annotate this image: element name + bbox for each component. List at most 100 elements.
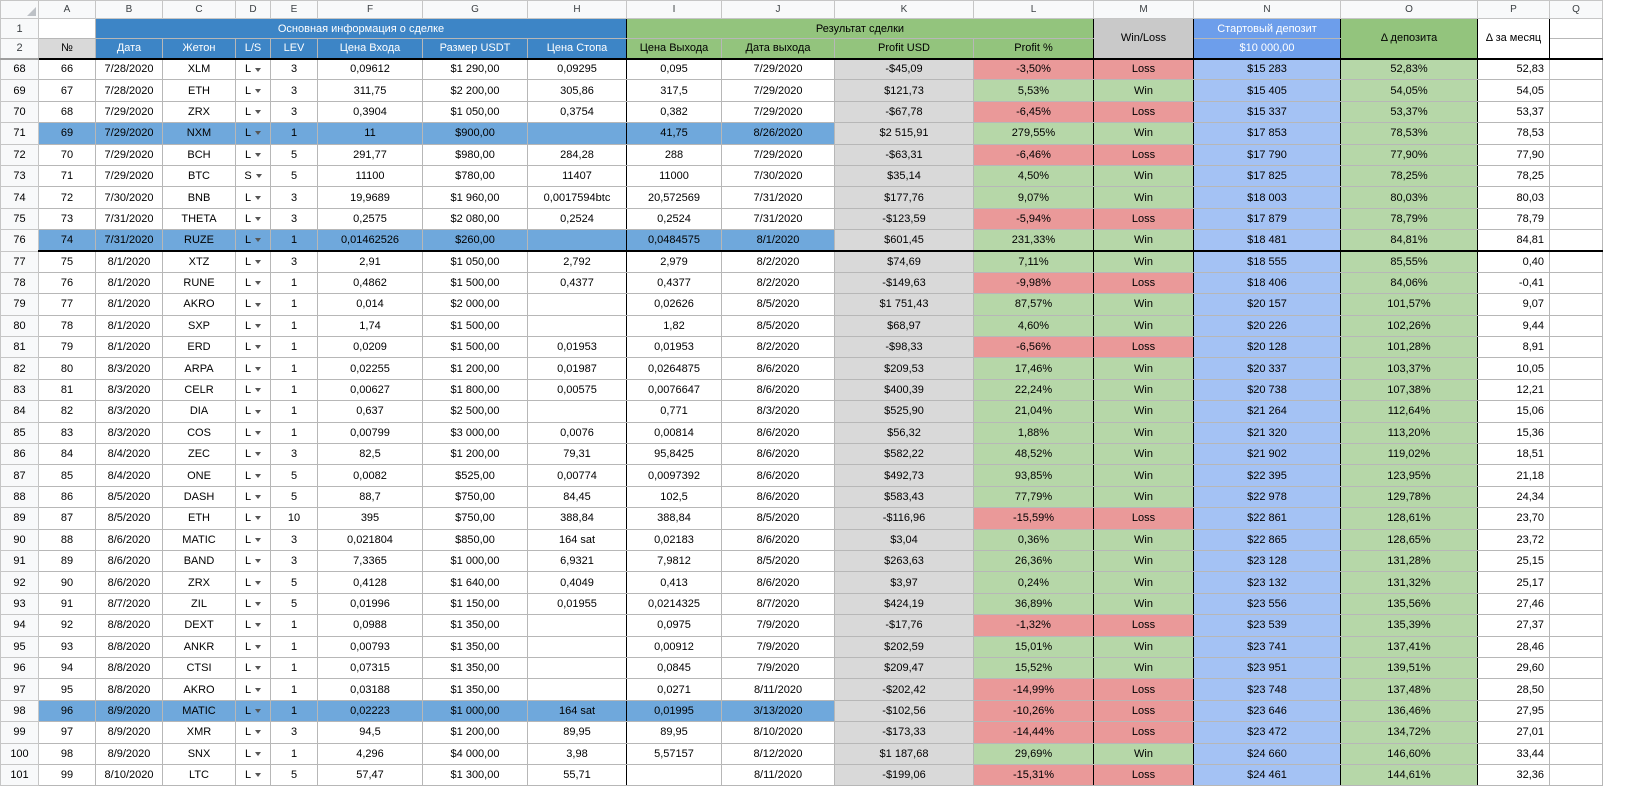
cell-empty[interactable]	[1549, 378, 1603, 402]
row-header-99[interactable]: 99	[0, 721, 39, 744]
header-leverage[interactable]: LEV	[270, 38, 318, 60]
cell-stop[interactable]	[527, 656, 627, 680]
cell-exit[interactable]: 11000	[626, 164, 722, 188]
cell-token[interactable]: ZIL	[162, 592, 236, 616]
cell-date[interactable]: 8/8/2020	[95, 656, 163, 680]
cell-lev[interactable]: 3	[270, 100, 318, 124]
cell-delta_month[interactable]: 27,46	[1477, 592, 1550, 616]
cell-date[interactable]: 8/5/2020	[95, 507, 163, 530]
cell-exit_date[interactable]: 8/5/2020	[721, 314, 835, 338]
cell-q2-empty[interactable]	[1549, 38, 1603, 60]
cell-lev[interactable]: 10	[270, 507, 318, 530]
cell-n[interactable]: 81	[38, 378, 96, 402]
row-header-95[interactable]: 95	[0, 635, 39, 658]
cell-profit_pct[interactable]: -6,56%	[973, 336, 1094, 359]
cell-delta_dep[interactable]: 135,39%	[1340, 614, 1478, 637]
cell-size[interactable]: $260,00	[422, 229, 528, 253]
cell-token[interactable]: ARPA	[162, 357, 236, 380]
dropdown-arrow-icon[interactable]	[255, 666, 262, 671]
cell-deposit[interactable]: $20 337	[1193, 357, 1341, 380]
cell-profit_usd[interactable]: $209,53	[834, 357, 974, 380]
cell-stop[interactable]	[527, 293, 627, 316]
dropdown-arrow-icon[interactable]	[255, 473, 262, 478]
cell-size[interactable]: $2 200,00	[422, 79, 528, 102]
cell-empty[interactable]	[1549, 143, 1603, 166]
cell-date[interactable]: 8/1/2020	[95, 336, 163, 359]
cell-ls[interactable]: L	[235, 742, 271, 765]
cell-delta_month[interactable]: 80,03	[1477, 186, 1550, 209]
dropdown-arrow-icon[interactable]	[255, 281, 262, 286]
cell-delta_dep[interactable]: 135,56%	[1340, 592, 1478, 616]
header-profit-usd[interactable]: Profit USD	[834, 38, 974, 60]
cell-stop[interactable]: 11407	[527, 164, 627, 188]
cell-empty[interactable]	[1549, 485, 1603, 509]
cell-empty[interactable]	[1549, 314, 1603, 338]
cell-ls[interactable]: L	[235, 314, 271, 338]
cell-empty[interactable]	[1549, 207, 1603, 231]
column-header-A[interactable]: A	[38, 0, 96, 19]
cell-profit_pct[interactable]: 7,11%	[973, 250, 1094, 273]
cell-delta_dep[interactable]: 146,60%	[1340, 742, 1478, 765]
cell-size[interactable]: $780,00	[422, 164, 528, 188]
cell-size[interactable]: $1 200,00	[422, 721, 528, 744]
cell-token[interactable]: MATIC	[162, 528, 236, 551]
cell-token[interactable]: DEXT	[162, 614, 236, 637]
dropdown-arrow-icon[interactable]	[255, 687, 262, 692]
cell-delta_dep[interactable]: 112,64%	[1340, 400, 1478, 423]
cell-entry[interactable]: 4,296	[317, 742, 423, 765]
cell-delta_month[interactable]: 25,17	[1477, 571, 1550, 594]
cell-date[interactable]: 7/28/2020	[95, 57, 163, 81]
cell-exit_date[interactable]: 8/12/2020	[721, 742, 835, 765]
cell-date[interactable]: 7/29/2020	[95, 122, 163, 145]
cell-ls[interactable]: L	[235, 57, 271, 81]
cell-delta_dep[interactable]: 53,37%	[1340, 100, 1478, 124]
cell-deposit[interactable]: $22 861	[1193, 507, 1341, 530]
cell-n[interactable]: 68	[38, 100, 96, 124]
cell-profit_usd[interactable]: $583,43	[834, 485, 974, 509]
cell-lev[interactable]: 3	[270, 186, 318, 209]
cell-exit_date[interactable]: 7/9/2020	[721, 656, 835, 680]
column-header-I[interactable]: I	[626, 0, 722, 19]
row-header-92[interactable]: 92	[0, 571, 39, 594]
cell-delta_dep[interactable]: 128,61%	[1340, 507, 1478, 530]
cell-delta_month[interactable]: 33,44	[1477, 742, 1550, 765]
cell-profit_usd[interactable]: $56,32	[834, 421, 974, 445]
cell-n[interactable]: 91	[38, 592, 96, 616]
row-header-81[interactable]: 81	[0, 336, 39, 359]
cell-delta_month[interactable]: 25,15	[1477, 549, 1550, 573]
cell-profit_usd[interactable]: -$123,59	[834, 207, 974, 231]
dropdown-arrow-icon[interactable]	[255, 366, 262, 371]
cell-exit_date[interactable]: 8/11/2020	[721, 678, 835, 701]
cell-date[interactable]: 7/28/2020	[95, 79, 163, 102]
cell-deposit[interactable]: $18 481	[1193, 229, 1341, 253]
cell-exit_date[interactable]: 8/6/2020	[721, 464, 835, 487]
header-long-short[interactable]: L/S	[235, 38, 271, 60]
cell-lev[interactable]: 5	[270, 485, 318, 509]
cell-entry[interactable]: 57,47	[317, 763, 423, 786]
cell-entry[interactable]: 88,7	[317, 485, 423, 509]
dropdown-arrow-icon[interactable]	[255, 67, 262, 72]
cell-exit[interactable]: 20,572569	[626, 186, 722, 209]
cell-n[interactable]: 67	[38, 79, 96, 102]
cell-delta_dep[interactable]: 119,02%	[1340, 443, 1478, 466]
header-start-deposit-value[interactable]: $10 000,00	[1193, 38, 1341, 60]
dropdown-arrow-icon[interactable]	[255, 302, 262, 307]
cell-n[interactable]: 87	[38, 507, 96, 530]
cell-profit_usd[interactable]: $424,19	[834, 592, 974, 616]
cell-exit[interactable]: 0,382	[626, 100, 722, 124]
cell-exit_date[interactable]: 8/10/2020	[721, 721, 835, 744]
row-header-84[interactable]: 84	[0, 400, 39, 423]
cell-lev[interactable]: 1	[270, 336, 318, 359]
cell-result[interactable]: Win	[1093, 400, 1194, 423]
cell-ls[interactable]: L	[235, 592, 271, 616]
cell-result[interactable]: Win	[1093, 571, 1194, 594]
cell-profit_usd[interactable]: $202,59	[834, 635, 974, 658]
cell-n[interactable]: 85	[38, 464, 96, 487]
cell-delta_dep[interactable]: 123,95%	[1340, 464, 1478, 487]
cell-date[interactable]: 8/3/2020	[95, 378, 163, 402]
cell-result[interactable]: Win	[1093, 549, 1194, 573]
cell-size[interactable]: $1 200,00	[422, 443, 528, 466]
cell-stop[interactable]: 89,95	[527, 721, 627, 744]
cell-n[interactable]: 75	[38, 250, 96, 273]
cell-size[interactable]: $1 350,00	[422, 678, 528, 701]
